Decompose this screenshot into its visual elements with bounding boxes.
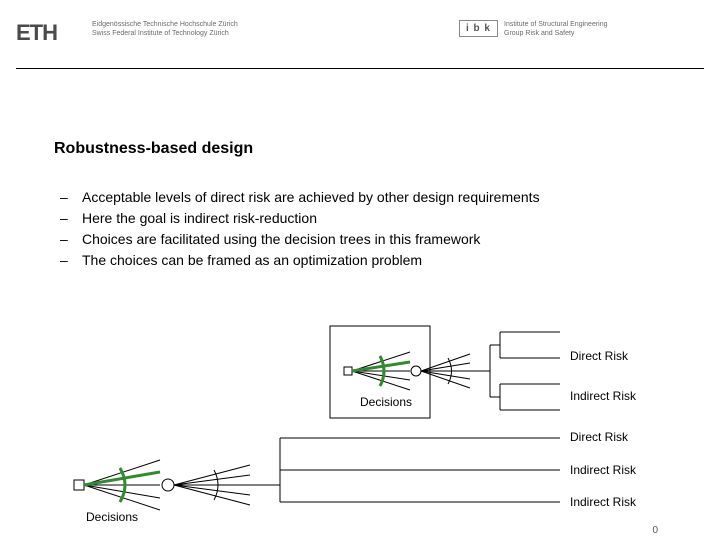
page-number: 0 bbox=[652, 525, 658, 536]
label-direct-risk-2: Direct Risk bbox=[570, 430, 628, 444]
header-affiliation-right: Institute of Structural Engineering Grou… bbox=[504, 20, 694, 38]
bullet-item: – Choices are facilitated using the deci… bbox=[60, 230, 680, 249]
slide-title: Robustness-based design bbox=[54, 140, 253, 158]
decision-tree-diagram: Decisions Decisions Direct Risk Indirect… bbox=[0, 320, 720, 540]
label-indirect-risk-2: Indirect Risk bbox=[570, 463, 636, 477]
label-indirect-risk-3: Indirect Risk bbox=[570, 495, 636, 509]
bullet-dash: – bbox=[60, 188, 82, 207]
bullet-dash: – bbox=[60, 209, 82, 228]
ibk-logo: i b k bbox=[459, 20, 498, 37]
label-decisions-lower: Decisions bbox=[86, 510, 138, 524]
bullet-text: Choices are facilitated using the decisi… bbox=[82, 230, 680, 249]
label-direct-risk-1: Direct Risk bbox=[570, 349, 628, 363]
header-left-line1: Eidgenössische Technische Hochschule Zür… bbox=[92, 20, 238, 29]
eth-logo: ETH bbox=[16, 20, 57, 46]
bullet-dash: – bbox=[60, 251, 82, 270]
bullet-dash: – bbox=[60, 230, 82, 249]
header-divider bbox=[16, 68, 704, 69]
label-indirect-risk-1: Indirect Risk bbox=[570, 389, 636, 403]
bullet-list: – Acceptable levels of direct risk are a… bbox=[60, 188, 680, 272]
bullet-text: Here the goal is indirect risk-reduction bbox=[82, 209, 680, 228]
bullet-text: Acceptable levels of direct risk are ach… bbox=[82, 188, 680, 207]
slide-header: ETH Eidgenössische Technische Hochschule… bbox=[16, 18, 704, 58]
header-left-line2: Swiss Federal Institute of Technology Zü… bbox=[92, 29, 238, 38]
bullet-item: – The choices can be framed as an optimi… bbox=[60, 251, 680, 270]
bullet-text: The choices can be framed as an optimiza… bbox=[82, 251, 680, 270]
bullet-item: – Here the goal is indirect risk-reducti… bbox=[60, 209, 680, 228]
header-affiliation-left: Eidgenössische Technische Hochschule Zür… bbox=[92, 20, 238, 38]
header-right-line1: Institute of Structural Engineering bbox=[504, 20, 694, 29]
label-decisions-upper: Decisions bbox=[360, 395, 412, 409]
bullet-item: – Acceptable levels of direct risk are a… bbox=[60, 188, 680, 207]
header-right-line2: Group Risk and Safety bbox=[504, 29, 694, 38]
